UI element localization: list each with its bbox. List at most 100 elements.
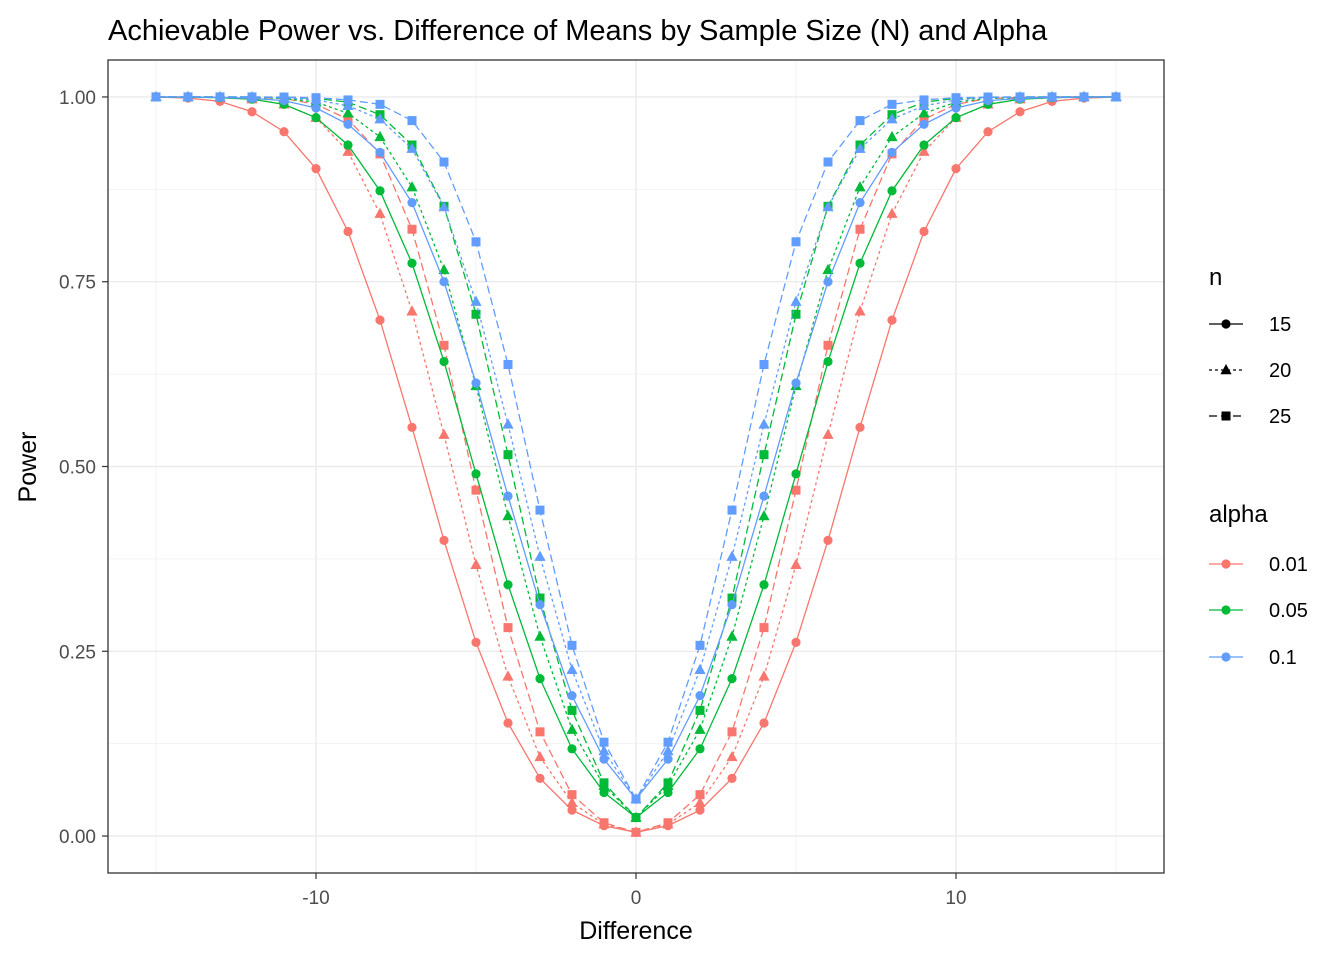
data-point-3-6: [343, 140, 353, 150]
data-point-2-19: [759, 623, 769, 633]
data-point-1-7: [374, 207, 386, 218]
data-point-2-24: [919, 114, 929, 124]
y-tick-label-3: 0.75: [59, 273, 96, 294]
data-point-0-18: [727, 773, 737, 783]
data-point-7-11: [502, 418, 514, 429]
data-point-6-23: [887, 147, 897, 157]
data-point-1-8: [406, 305, 418, 316]
data-point-2-14: [599, 818, 609, 828]
data-point-8-10: [471, 237, 481, 247]
data-point-3-20: [791, 469, 801, 479]
data-point-7-19: [758, 418, 770, 429]
data-point-3-18: [727, 674, 737, 684]
data-point-6-16: [663, 754, 673, 764]
data-point-8-4: [279, 92, 289, 102]
data-point-2-18: [727, 727, 737, 737]
data-point-3-22: [855, 258, 865, 268]
data-point-1-12: [534, 750, 546, 762]
data-point-2-17: [695, 790, 705, 800]
data-point-3-24: [919, 140, 929, 150]
data-point-2-16: [663, 818, 673, 828]
data-point-6-7: [375, 147, 385, 157]
data-point-1-6: [342, 145, 354, 156]
data-point-3-13: [567, 744, 577, 754]
data-point-6-18: [727, 600, 737, 610]
data-point-2-13: [567, 790, 577, 800]
data-point-1-17: [694, 796, 706, 807]
data-point-8-30: [1111, 92, 1121, 102]
data-point-8-25: [951, 93, 961, 103]
legend-alpha-key-marker-2: [1221, 652, 1231, 662]
data-point-2-15: [631, 827, 641, 837]
data-point-1-24: [918, 145, 930, 156]
data-point-8-7: [375, 99, 385, 109]
data-point-8-12: [535, 505, 545, 515]
data-point-8-23: [887, 99, 897, 109]
legend-n-key-marker-2: [1221, 411, 1231, 421]
data-point-6-8: [407, 198, 417, 208]
data-point-8-17: [695, 640, 705, 650]
data-point-2-8: [407, 224, 417, 234]
data-point-6-5: [311, 103, 321, 113]
legend: n 15 20 25 alpha 0.01 0.05 0.1: [1209, 264, 1308, 669]
data-point-8-0: [151, 92, 161, 102]
data-point-1-22: [854, 305, 866, 316]
data-point-3-23: [887, 186, 897, 196]
data-point-3-25: [951, 113, 961, 123]
data-point-5-20: [791, 309, 801, 319]
data-point-0-9: [439, 535, 449, 546]
data-point-4-19: [758, 510, 770, 521]
data-point-0-3: [247, 107, 257, 117]
data-point-0-10: [471, 637, 481, 648]
data-point-8-18: [727, 505, 737, 515]
data-point-4-13: [566, 723, 578, 734]
data-point-5-10: [471, 309, 481, 319]
data-point-0-25: [951, 164, 961, 174]
data-point-8-11: [503, 360, 513, 370]
data-point-7-17: [694, 663, 706, 674]
x-tick-label-1: 0: [631, 888, 642, 909]
data-point-0-24: [919, 226, 929, 237]
data-point-1-10: [470, 558, 482, 569]
data-point-0-17: [695, 805, 705, 815]
data-point-4-21: [822, 263, 834, 275]
data-point-8-2: [215, 92, 225, 102]
legend-alpha-title: alpha: [1209, 501, 1268, 528]
data-point-7-24: [918, 99, 930, 111]
legend-n-key-marker-0: [1221, 319, 1231, 329]
data-point-8-21: [823, 157, 833, 167]
data-point-8-29: [1079, 92, 1089, 102]
data-point-6-19: [759, 491, 769, 501]
data-point-3-5: [311, 113, 321, 123]
data-point-5-19: [759, 450, 769, 460]
data-point-8-13: [567, 640, 577, 650]
data-point-8-9: [439, 157, 449, 167]
legend-n-label-2: 25: [1269, 406, 1291, 428]
data-point-5-12: [535, 593, 545, 603]
data-point-0-8: [407, 422, 417, 432]
data-point-7-20: [790, 295, 802, 306]
data-point-2-6: [343, 114, 353, 124]
data-point-7-21: [822, 201, 834, 212]
data-point-8-24: [919, 95, 929, 105]
data-point-3-19: [759, 580, 769, 590]
data-point-8-27: [1015, 92, 1025, 102]
data-point-0-19: [759, 718, 769, 728]
legend-alpha-key-marker-1: [1221, 605, 1231, 615]
data-point-4-11: [502, 510, 514, 521]
data-point-7-6: [342, 99, 354, 111]
data-point-0-4: [279, 127, 289, 137]
data-point-8-5: [311, 93, 321, 103]
data-point-6-10: [471, 378, 481, 388]
grid: [108, 60, 1164, 873]
data-point-8-6: [343, 95, 353, 105]
series-layer: [150, 90, 1122, 837]
data-point-4-24: [918, 107, 930, 118]
data-point-3-14: [599, 787, 609, 798]
data-point-7-18: [726, 550, 738, 561]
data-point-0-22: [855, 422, 865, 432]
data-point-0-13: [567, 805, 577, 815]
data-point-0-21: [823, 535, 833, 546]
data-point-1-23: [886, 207, 898, 218]
